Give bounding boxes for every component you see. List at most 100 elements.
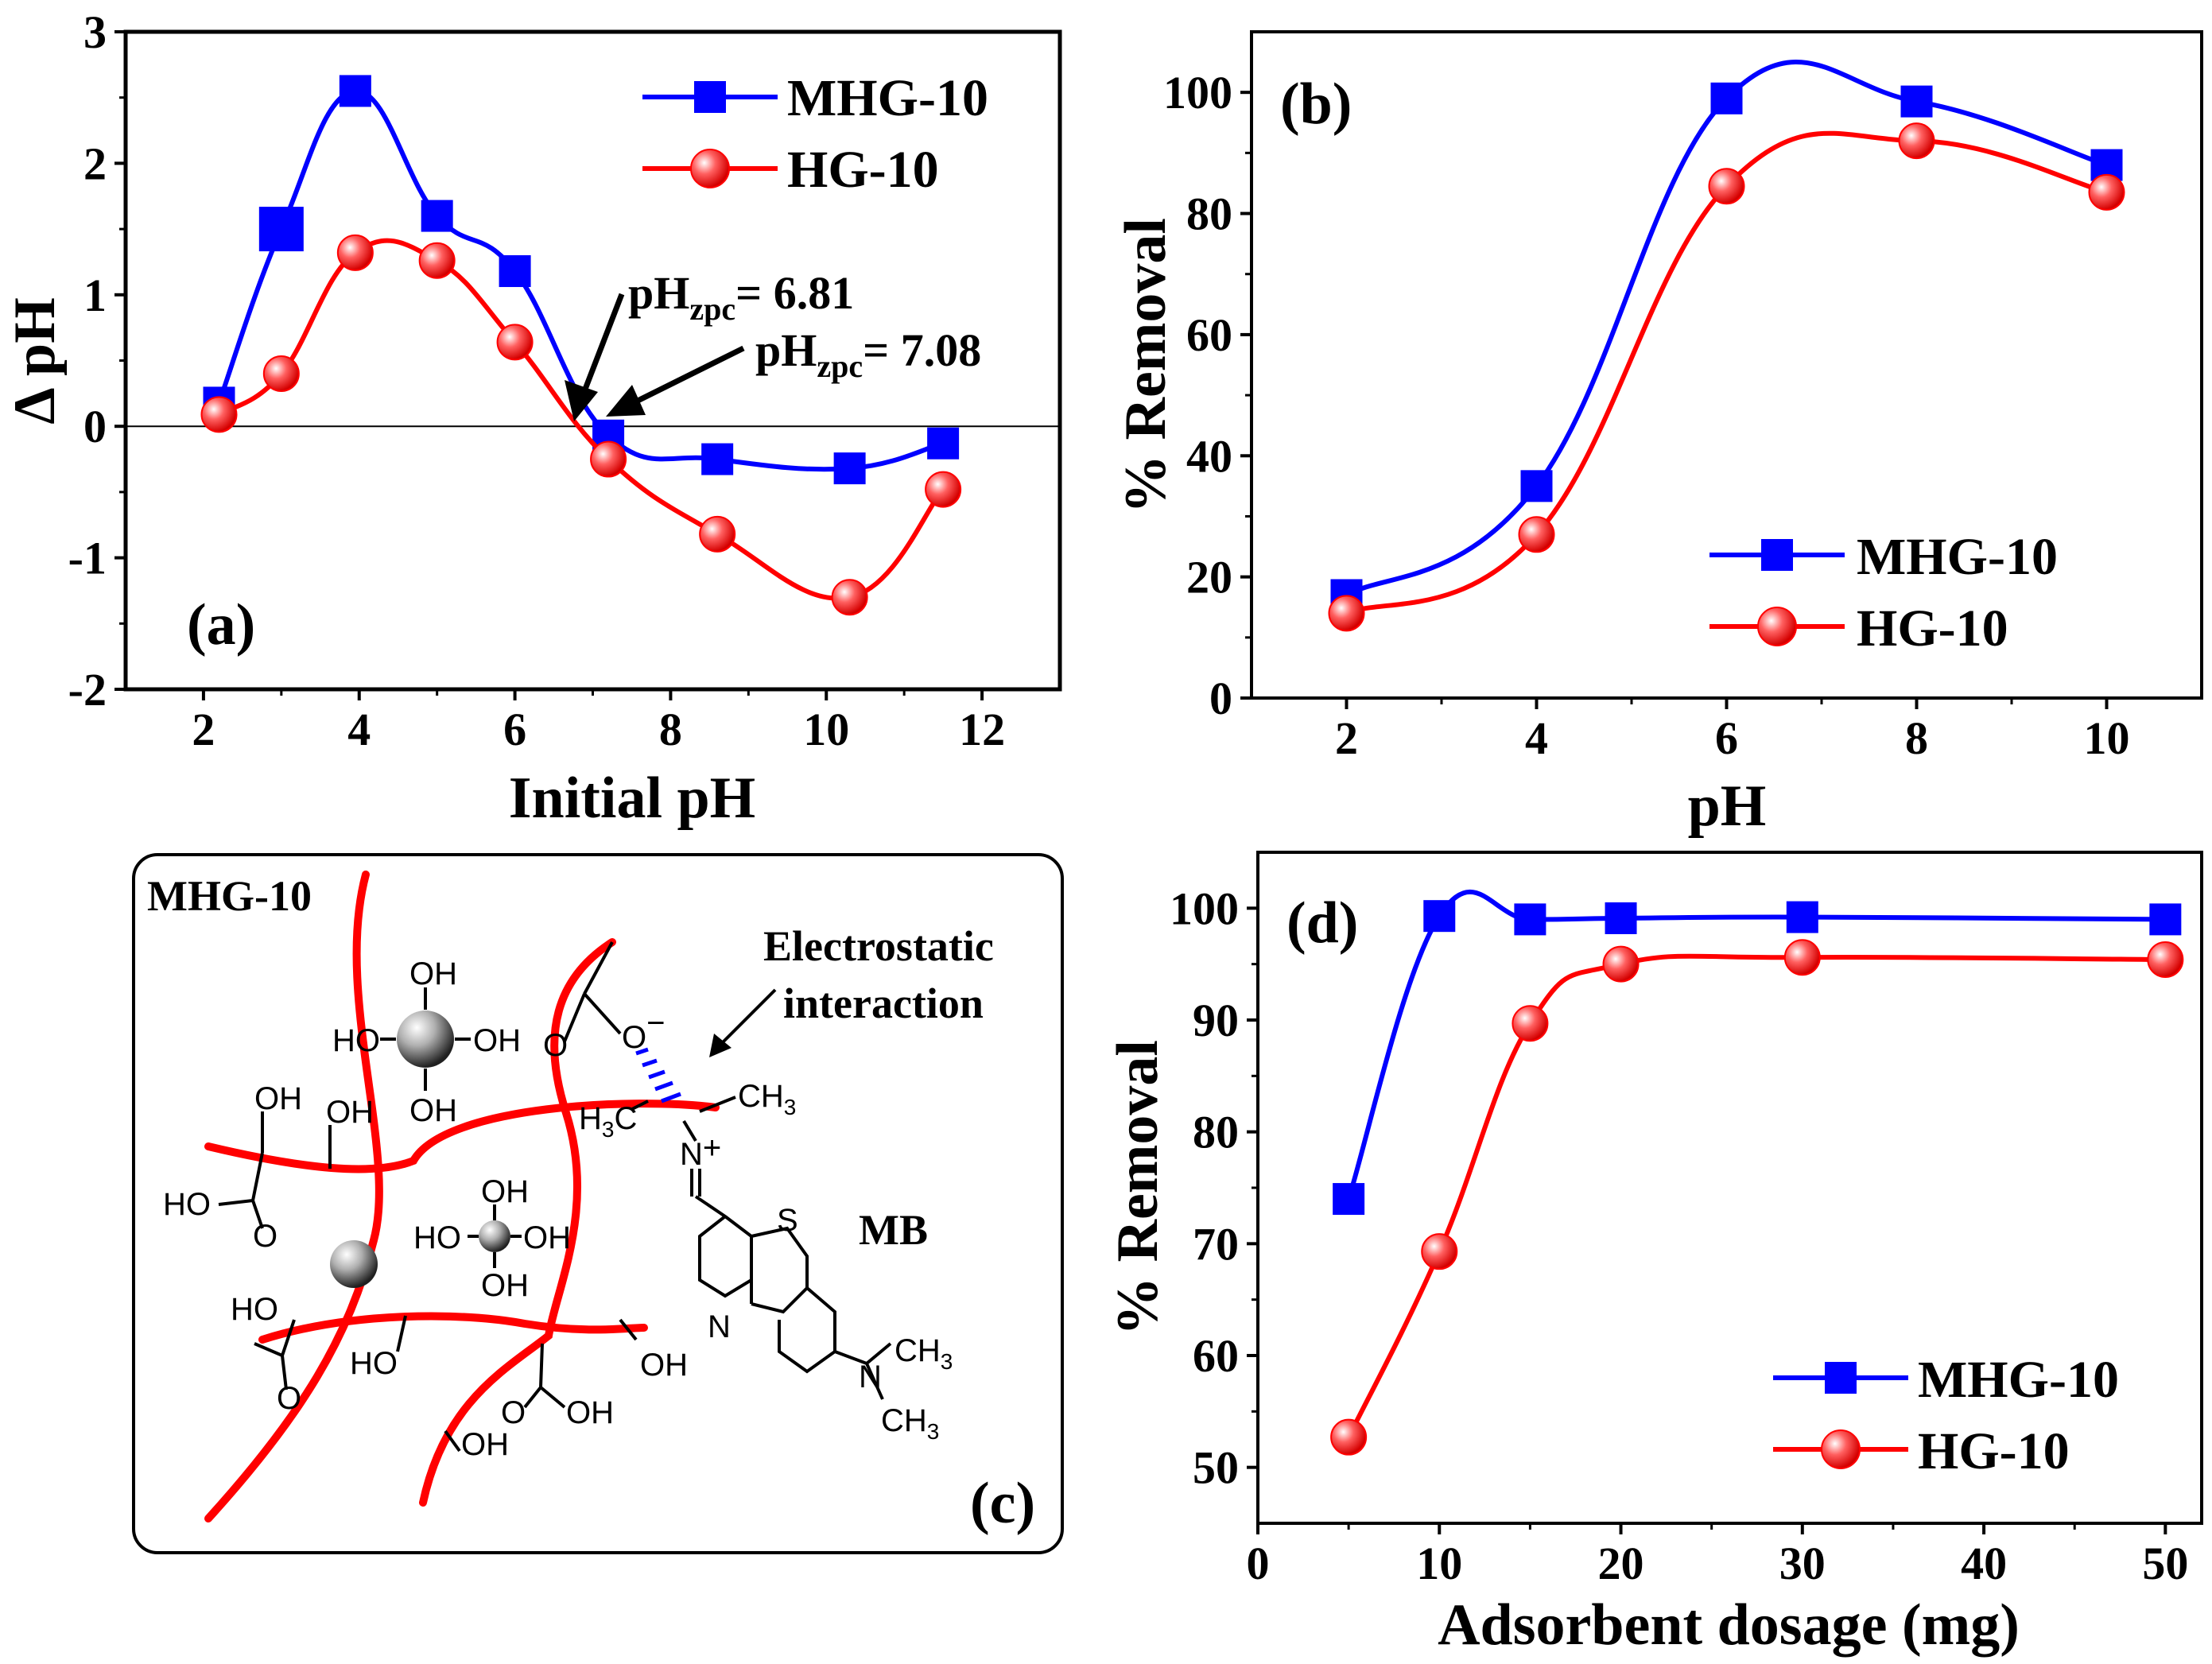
series-line-a-1 <box>217 238 945 601</box>
panel-d-legend: MHG-10 HG-10 <box>1773 1351 2119 1480</box>
pzc-annotation-hg: pHzpc= 7.08 <box>606 324 981 417</box>
y-tick-label-b: 60 <box>1186 309 1232 361</box>
pzc-mhg-value: = 6.81 <box>735 267 854 319</box>
legend-a-hg-marker <box>690 149 730 188</box>
dye-ch3-top-sub: 3 <box>784 1095 797 1119</box>
dye-n-plus-sign: + <box>703 1131 721 1166</box>
carboxylate-o: O <box>543 1028 568 1063</box>
data-point-b-1 <box>1708 168 1745 205</box>
pzc-hg-sub: zpc <box>817 348 863 384</box>
np-small-oh-right: OH <box>523 1220 571 1255</box>
pzc-hg-value: = 7.08 <box>863 324 981 376</box>
panel-a-plot <box>126 75 1060 616</box>
dye-ch3-bottom: CH3 <box>881 1403 939 1444</box>
bond-set-dye <box>631 1096 892 1400</box>
panel-c-interaction-line2: interaction <box>783 979 984 1027</box>
electrostatic-dashes <box>635 1047 681 1104</box>
chemical-bonds <box>218 941 892 1453</box>
data-point-b-1 <box>1518 516 1555 553</box>
nanoparticle-chain <box>330 1240 378 1288</box>
data-point-a-0 <box>258 207 304 252</box>
x-tick-label-b: 10 <box>2084 712 2130 764</box>
panel-a-xlabel: Initial pH <box>509 766 756 831</box>
legend-b-hg-marker <box>1757 607 1797 646</box>
data-point-a-0 <box>701 443 734 475</box>
dye-n-ring: N <box>708 1309 731 1344</box>
series-line-d-1 <box>1346 953 2166 1439</box>
panel-a-label: (a) <box>187 592 255 657</box>
panel-a-ylabel: Δ pH <box>2 297 68 425</box>
x-tick-label-d: 0 <box>1247 1538 1270 1589</box>
y-tick-label-a: 2 <box>83 138 107 189</box>
carboxylate-o-minus-o: O <box>622 1020 646 1055</box>
chain-o-2: O <box>277 1381 301 1416</box>
dye-ch3-right-sub: 3 <box>941 1349 953 1374</box>
y-tick-label-a: 3 <box>83 6 107 58</box>
data-point-a-0 <box>339 75 371 107</box>
legend-d-mhg-marker <box>1825 1362 1857 1394</box>
data-point-a-1 <box>418 242 456 279</box>
data-point-d-0 <box>1514 903 1546 936</box>
dye-ch3-bottom-ch: CH <box>881 1403 927 1438</box>
panel-d-ticks: 0 10 20 30 40 50 50 60 70 80 90 100 <box>1170 882 2188 1589</box>
legend-b-hg-label: HG-10 <box>1857 599 2008 657</box>
y-tick-label-b: 0 <box>1209 673 1232 724</box>
data-point-a-1 <box>200 396 238 433</box>
pzc-mhg-label: pHzpc= 6.81 <box>628 267 854 327</box>
np-small-ho-left: HO <box>413 1220 461 1255</box>
y-tick-label-d: 100 <box>1170 882 1239 934</box>
data-point-b-0 <box>1520 470 1553 502</box>
data-point-b-1 <box>2088 173 2125 211</box>
panel-c-interaction-line1: Electrostatic <box>763 922 994 970</box>
dye-n-amine: N <box>859 1360 882 1394</box>
panel-d-plot <box>1330 889 2184 1456</box>
y-tick-label-a: -2 <box>68 664 107 716</box>
polymer-chain-4 <box>258 1312 648 1344</box>
panel-d-xlabel: Adsorbent dosage (mg) <box>1438 1592 2020 1658</box>
polymer-chain-2 <box>419 938 616 1507</box>
pzc-mhg-arrowhead <box>565 380 598 421</box>
data-point-a-1 <box>336 234 374 271</box>
dye-s: S <box>777 1203 798 1238</box>
panel-b-xlabel: pH <box>1688 774 1767 839</box>
dye-h3c-c: C <box>614 1101 637 1136</box>
y-tick-label-d: 80 <box>1193 1107 1239 1158</box>
x-tick-label-a: 4 <box>347 704 371 755</box>
y-tick-label-a: 1 <box>83 270 107 321</box>
y-tick-label-d: 70 <box>1193 1218 1239 1270</box>
x-tick-label-a: 8 <box>659 704 682 755</box>
pzc-mhg-arrow <box>577 293 625 403</box>
data-point-a-1 <box>699 515 736 553</box>
data-point-a-1 <box>496 324 534 361</box>
data-point-d-1 <box>1512 1005 1549 1042</box>
data-point-a-0 <box>927 427 960 460</box>
chain-ho-3: HO <box>350 1346 398 1381</box>
y-tick-label-b: 20 <box>1186 552 1232 603</box>
data-point-d-0 <box>1605 902 1637 934</box>
np-large-oh-right: OH <box>473 1023 521 1058</box>
chain-o-1: O <box>253 1219 277 1254</box>
panel-b-label: (b) <box>1280 72 1352 137</box>
y-tick-label-a: 0 <box>83 401 107 452</box>
data-point-d-0 <box>1333 1183 1365 1216</box>
pzc-mhg-base: pH <box>628 267 689 319</box>
legend-a-hg-label: HG-10 <box>787 141 939 199</box>
x-tick-label-b: 8 <box>1905 712 1928 764</box>
series-line-b-1 <box>1345 130 2108 616</box>
panel-b-plot <box>1328 60 2125 632</box>
data-point-a-1 <box>590 440 627 478</box>
chain-ho-2: HO <box>231 1292 278 1327</box>
legend-d-hg-label: HG-10 <box>1918 1422 2070 1480</box>
chain-oh-2: OH <box>326 1095 374 1130</box>
data-point-d-1 <box>2147 941 2184 979</box>
y-tick-label-a: -1 <box>68 533 107 584</box>
chain-oh-3: OH <box>640 1348 688 1383</box>
x-tick-label-d: 20 <box>1598 1538 1644 1589</box>
interaction-arrowhead <box>709 1034 732 1057</box>
x-tick-label-b: 6 <box>1715 712 1738 764</box>
x-tick-label-d: 10 <box>1416 1538 1462 1589</box>
legend-b-mhg-marker <box>1761 539 1793 571</box>
